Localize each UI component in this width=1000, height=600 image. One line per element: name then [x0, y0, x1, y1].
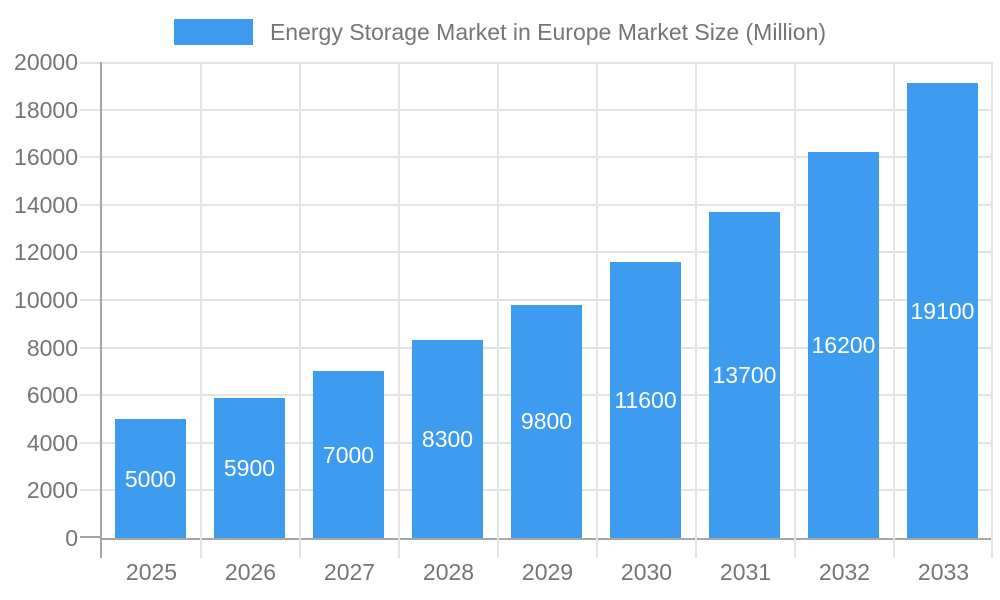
x-axis-tick — [100, 538, 102, 558]
y-axis-label: 4000 — [26, 429, 78, 456]
plot-area: 0 2000 4000 6000 8000 10000 12000 14000 16000 180… — [14, 49, 993, 585]
gridline-horizontal — [102, 62, 993, 64]
x-axis-tick — [694, 538, 697, 558]
gridline-vertical — [199, 62, 202, 538]
y-axis-label: 14000 — [14, 191, 78, 218]
x-axis-tick — [991, 538, 993, 558]
bar-2030: 11600 — [610, 261, 681, 538]
bar-2031: 13700 — [709, 211, 780, 538]
y-axis-tick — [80, 62, 100, 64]
x-axis-label: 2025 — [125, 559, 178, 585]
y-axis-tick — [80, 203, 100, 206]
bar-value-label: 11600 — [614, 386, 677, 413]
y-axis-label: 10000 — [14, 287, 78, 313]
y-axis-tick — [80, 156, 100, 159]
y-axis-tick — [80, 489, 100, 492]
x-axis-tick — [496, 538, 499, 558]
x-axis-label: 2033 — [917, 559, 970, 585]
bar-2025: 5000 — [114, 419, 186, 538]
y-axis-tick — [80, 536, 100, 538]
bar-value-label: 5000 — [124, 465, 177, 492]
bar-2026: 5900 — [213, 397, 285, 538]
gridline-vertical — [496, 62, 499, 538]
bar-2028: 8300 — [412, 340, 483, 538]
bar-value-label: 8300 — [421, 426, 474, 453]
x-axis-tick — [397, 538, 400, 558]
x-axis-tick — [298, 538, 301, 558]
gridline-horizontal — [102, 108, 993, 111]
x-axis-label: 2031 — [719, 559, 772, 585]
legend-label: Energy Storage Market in Europe Market S… — [269, 19, 827, 45]
y-axis-label: 6000 — [26, 382, 78, 409]
bar-value-label: 19100 — [910, 297, 975, 324]
bar-2033: 19100 — [907, 83, 978, 538]
gridline-vertical — [892, 62, 895, 538]
gridline-vertical — [991, 62, 993, 538]
y-axis-tick — [80, 394, 100, 397]
bar-value-label: 13700 — [712, 361, 777, 388]
y-axis-label: 20000 — [14, 49, 78, 75]
bar-2032: 16200 — [808, 152, 879, 538]
bar-2029: 9800 — [511, 304, 582, 538]
legend-swatch — [173, 19, 253, 45]
y-axis-tick — [80, 108, 100, 111]
x-axis-tick — [199, 538, 202, 558]
gridline-vertical — [596, 62, 598, 538]
bar-value-label: 5900 — [223, 454, 276, 481]
bar-2027: 7000 — [313, 371, 384, 538]
gridline-vertical — [794, 62, 796, 538]
gridline-vertical — [694, 62, 697, 538]
x-axis-tick — [892, 538, 895, 558]
gridline-vertical — [397, 62, 400, 538]
bar-value-label: 7000 — [322, 441, 375, 468]
x-axis-label: 2030 — [620, 559, 673, 585]
x-axis-label: 2028 — [422, 559, 475, 585]
x-axis-label: 2026 — [224, 559, 277, 585]
y-axis-tick — [80, 441, 100, 444]
y-axis-tick — [80, 346, 100, 349]
y-axis-label: 8000 — [26, 334, 78, 361]
y-axis-label: 16000 — [14, 144, 78, 171]
y-axis-tick — [80, 299, 100, 301]
bar-value-label: 9800 — [520, 408, 573, 435]
y-axis-label: 0 — [65, 525, 78, 551]
x-axis-tick — [596, 538, 598, 558]
gridline-vertical — [298, 62, 301, 538]
x-axis-label: 2027 — [323, 559, 376, 585]
bar-value-label: 16200 — [811, 332, 876, 359]
x-axis-label: 2029 — [521, 559, 574, 585]
y-axis-tick — [80, 251, 100, 254]
legend: Energy Storage Market in Europe Market S… — [0, 18, 1000, 46]
y-axis-label: 18000 — [14, 96, 78, 123]
y-axis-label: 2000 — [26, 477, 78, 504]
x-axis-label: 2032 — [818, 559, 871, 585]
y-axis-label: 12000 — [14, 239, 78, 266]
x-axis-tick — [794, 538, 796, 558]
